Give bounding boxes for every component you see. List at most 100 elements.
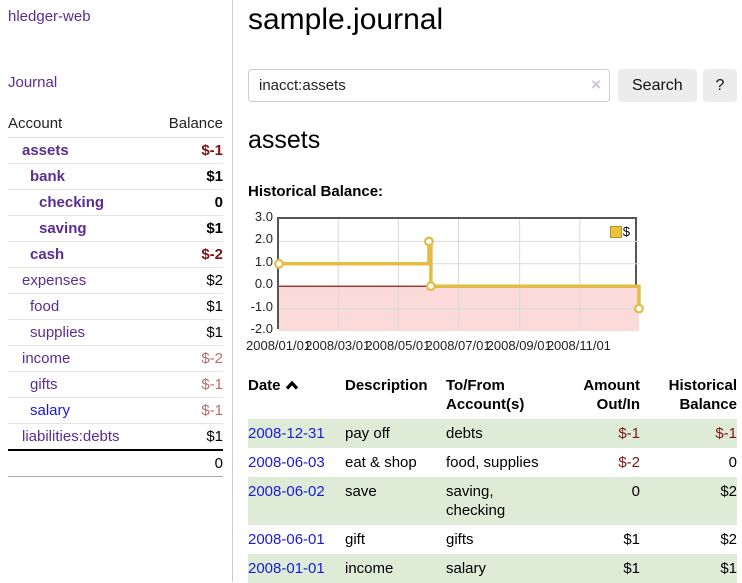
account-row: assets $-1: [8, 138, 223, 164]
y-axis-tick-label: 0.0: [254, 276, 273, 292]
account-row: gifts $-1: [8, 372, 223, 398]
app-title-link[interactable]: hledger-web: [8, 8, 91, 25]
register-row: 2008-06-01 gift gifts $1 $2: [248, 525, 737, 554]
account-link-checking[interactable]: checking: [39, 194, 105, 211]
search-input[interactable]: [248, 69, 610, 102]
account-table-header: Account Balance: [8, 112, 223, 138]
account-balance: $2: [206, 272, 223, 289]
account-balance: $-1: [201, 402, 223, 419]
register-body: 2008-12-31 pay off debts $-1 $-1 2008-06-03 ea…: [248, 419, 737, 583]
register-date-cell: 2008-06-03: [248, 448, 345, 477]
account-balance: $1: [206, 168, 223, 185]
register-date-cell: 2008-06-02: [248, 477, 345, 525]
amount-column-header[interactable]: Amount Out/In: [583, 377, 640, 413]
description-column-header[interactable]: Description: [345, 377, 428, 394]
search-input-wrapper: ×: [248, 69, 610, 102]
account-row: expenses $2: [8, 268, 223, 294]
register-accounts-cell: salary: [446, 560, 487, 577]
account-row: food $1: [8, 294, 223, 320]
register-balance-cell: $2: [720, 531, 737, 548]
account-link-salary[interactable]: salary: [30, 402, 71, 419]
account-column-header: Account: [8, 115, 63, 132]
account-link-gifts[interactable]: gifts: [30, 376, 58, 393]
register-date-cell: 2008-01-01: [248, 554, 345, 583]
register-header-row: Date Description To/From Account(s) Amou…: [248, 371, 737, 419]
account-link-income[interactable]: income: [22, 350, 71, 367]
help-button[interactable]: ?: [703, 69, 737, 102]
transaction-date-link[interactable]: 2008-06-03: [248, 454, 325, 471]
account-link-bank[interactable]: bank: [30, 168, 66, 185]
chart-plot-area: $: [274, 217, 644, 331]
y-axis-tick-label: -1.0: [250, 298, 273, 314]
register-table: Date Description To/From Account(s) Amou…: [248, 371, 737, 583]
account-row: salary $-1: [8, 398, 223, 424]
account-row: saving $1: [8, 216, 223, 242]
transaction-date-link[interactable]: 2008-06-01: [248, 531, 325, 548]
x-axis-tick-label: 2008/01/01: [246, 338, 312, 353]
nav-journal-link[interactable]: Journal: [8, 74, 58, 91]
register-description-cell: pay off: [345, 425, 390, 442]
register-balance-cell: $-1: [715, 425, 737, 442]
balance-column-header: Balance: [168, 115, 223, 132]
account-link-expenses[interactable]: expenses: [22, 272, 87, 289]
register-accounts-cell: food, supplies: [446, 454, 539, 471]
register-amount-cell: 0: [631, 483, 640, 500]
sidebar: hledger-web Journal Account Balance asse…: [0, 0, 233, 582]
register-row: 2008-06-02 save saving, checking 0 $2: [248, 477, 737, 525]
page-title: sample.journal: [248, 3, 444, 36]
register-amount-cell: $-2: [618, 454, 640, 471]
x-axis-tick-label: 2008/11/01: [546, 338, 611, 353]
transaction-date-link[interactable]: 2008-12-31: [248, 425, 325, 442]
account-link-saving[interactable]: saving: [39, 220, 87, 237]
account-balance: $-2: [201, 246, 223, 263]
chart-title: Historical Balance:: [248, 183, 384, 200]
account-balance: $-1: [201, 376, 223, 393]
date-column-header[interactable]: Date: [248, 371, 345, 419]
historical-balance-chart: $ 3.0 2.0 1.0 0.0 -1.0 -2.0 2008/01/01 2008/03/…: [246, 209, 668, 353]
account-link-supplies[interactable]: supplies: [30, 324, 86, 341]
account-row: liabilities:debts $1: [8, 424, 223, 449]
account-link-cash[interactable]: cash: [30, 246, 65, 263]
register-accounts-cell: gifts: [446, 531, 474, 548]
account-balance-table: Account Balance assets $-1 bank $1 checking 0…: [8, 112, 223, 477]
account-link-food[interactable]: food: [30, 298, 60, 315]
clear-search-icon[interactable]: ×: [591, 75, 601, 94]
register-row: 2008-01-01 income salary $1 $1: [248, 554, 737, 583]
transaction-date-link[interactable]: 2008-01-01: [248, 560, 325, 577]
register-date-cell: 2008-06-01: [248, 525, 345, 554]
account-balance: $1: [206, 298, 223, 315]
y-axis-tick-label: 2.0: [254, 231, 273, 247]
search-form: × Search ?: [248, 69, 737, 102]
legend-swatch-icon: [609, 225, 622, 238]
account-row: bank $1: [8, 164, 223, 190]
y-axis-tick-label: -2.0: [250, 321, 273, 336]
register-amount-cell: $1: [623, 560, 640, 577]
register-balance-cell: $2: [720, 483, 737, 500]
account-link-liabilities-debts[interactable]: liabilities:debts: [22, 428, 120, 445]
legend-label: $: [622, 224, 630, 239]
x-axis-tick-label: 2008/07/01: [425, 338, 491, 353]
accounts-column-header[interactable]: To/From Account(s): [446, 377, 525, 413]
x-axis-tick-label: 2008/09/01: [486, 338, 552, 353]
register-accounts-cell: saving, checking: [446, 483, 506, 519]
transaction-date-link[interactable]: 2008-06-02: [248, 483, 325, 500]
account-total-row: 0: [8, 449, 223, 477]
register-description-cell: eat & shop: [345, 454, 417, 471]
balance-column-header[interactable]: Historical Balance: [668, 377, 737, 413]
register-amount-cell: $1: [623, 531, 640, 548]
account-balance: $-1: [201, 142, 223, 159]
account-balance: $1: [206, 428, 223, 445]
account-row: cash $-2: [8, 242, 223, 268]
sort-ascending-icon: [285, 377, 299, 396]
x-axis-tick-label: 2008/05/01: [365, 338, 431, 353]
search-button[interactable]: Search: [618, 69, 697, 102]
account-balance: $1: [206, 324, 223, 341]
account-balance: $1: [206, 220, 223, 237]
chart-canvas: [274, 219, 644, 331]
account-row: checking 0: [8, 190, 223, 216]
register-balance-cell: 0: [728, 454, 737, 471]
register-description-cell: income: [345, 560, 394, 577]
register-balance-cell: $1: [720, 560, 737, 577]
account-tree: assets $-1 bank $1 checking 0 saving $1 cash $-2 e…: [8, 138, 223, 449]
account-link-assets[interactable]: assets: [22, 142, 69, 159]
